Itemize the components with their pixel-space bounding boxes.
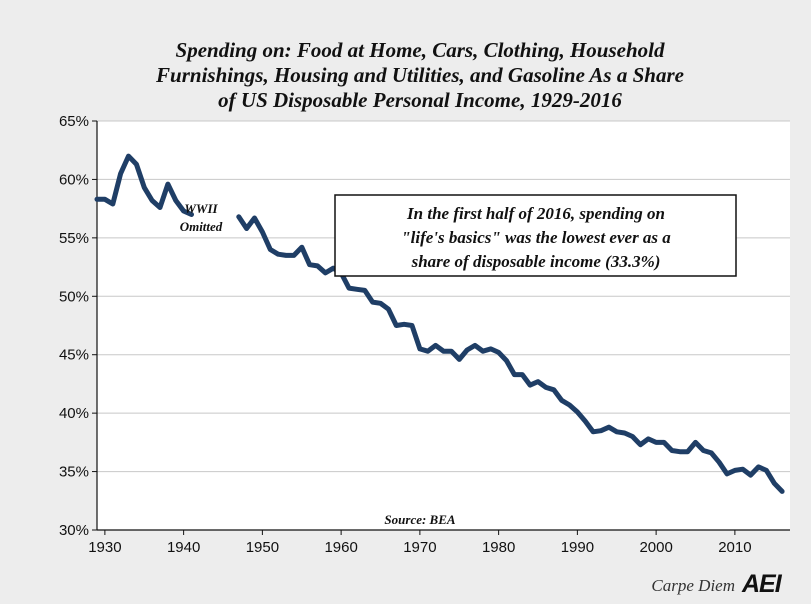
chart-title-line-3: of US Disposable Personal Income, 1929-2… [218, 88, 622, 112]
series-line-segment-2 [236, 214, 785, 494]
callout-line-1: In the first half of 2016, spending on [406, 204, 665, 223]
y-axis-tick-labels: 30% 35% 40% 45% 50% 55% 60% 65% [59, 113, 89, 539]
callout-box [334, 194, 737, 277]
y-tick-label-35: 35% [59, 464, 89, 481]
wwii-label-line-1: WWII [184, 201, 218, 216]
y-tick-label-65: 65% [59, 113, 89, 130]
data-series [94, 153, 785, 494]
aei-logo: AEI [741, 570, 783, 598]
y-tick-label-45: 45% [59, 347, 89, 364]
x-tick-label-1960: 1960 [324, 539, 357, 556]
x-tick-label-2000: 2000 [639, 539, 672, 556]
series-line-segment-1 [94, 153, 194, 217]
chart-title-line-1: Spending on: Food at Home, Cars, Clothin… [176, 38, 665, 62]
y-tick-label-50: 50% [59, 288, 89, 305]
x-tick-label-1950: 1950 [246, 539, 279, 556]
y-tick-label-55: 55% [59, 230, 89, 247]
chart-title-line-2: Furnishings, Housing and Utilities, and … [155, 63, 684, 87]
blog-name: Carpe Diem [651, 576, 735, 595]
y-tick-label-30: 30% [59, 522, 89, 539]
y-tick-label-40: 40% [59, 405, 89, 422]
x-tick-label-1930: 1930 [88, 539, 121, 556]
x-tick-label-1940: 1940 [167, 539, 200, 556]
x-tick-label-1970: 1970 [403, 539, 436, 556]
x-tick-label-1980: 1980 [482, 539, 515, 556]
callout-line-3: share of disposable income (33.3%) [411, 252, 661, 271]
source-note: Source: BEA [384, 512, 455, 527]
x-tick-label-1990: 1990 [561, 539, 594, 556]
x-tick-label-2010: 2010 [718, 539, 751, 556]
plot-area [97, 121, 790, 530]
callout-line-2: "life's basics" was the lowest ever as a [401, 228, 671, 247]
axes [92, 120, 790, 535]
y-tick-label-60: 60% [59, 171, 89, 188]
wwii-label-line-2: Omitted [180, 219, 223, 234]
x-axis-tick-labels: 1930 1940 1950 1960 1970 1980 1990 2000 2010 [88, 539, 751, 556]
